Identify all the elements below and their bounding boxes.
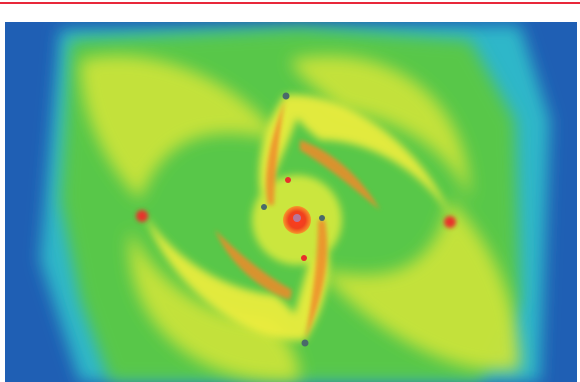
clump (285, 177, 291, 183)
clump (301, 255, 307, 261)
planets (261, 92, 325, 347)
simulation-image (5, 22, 577, 382)
clump (444, 216, 456, 228)
clump (136, 210, 148, 222)
